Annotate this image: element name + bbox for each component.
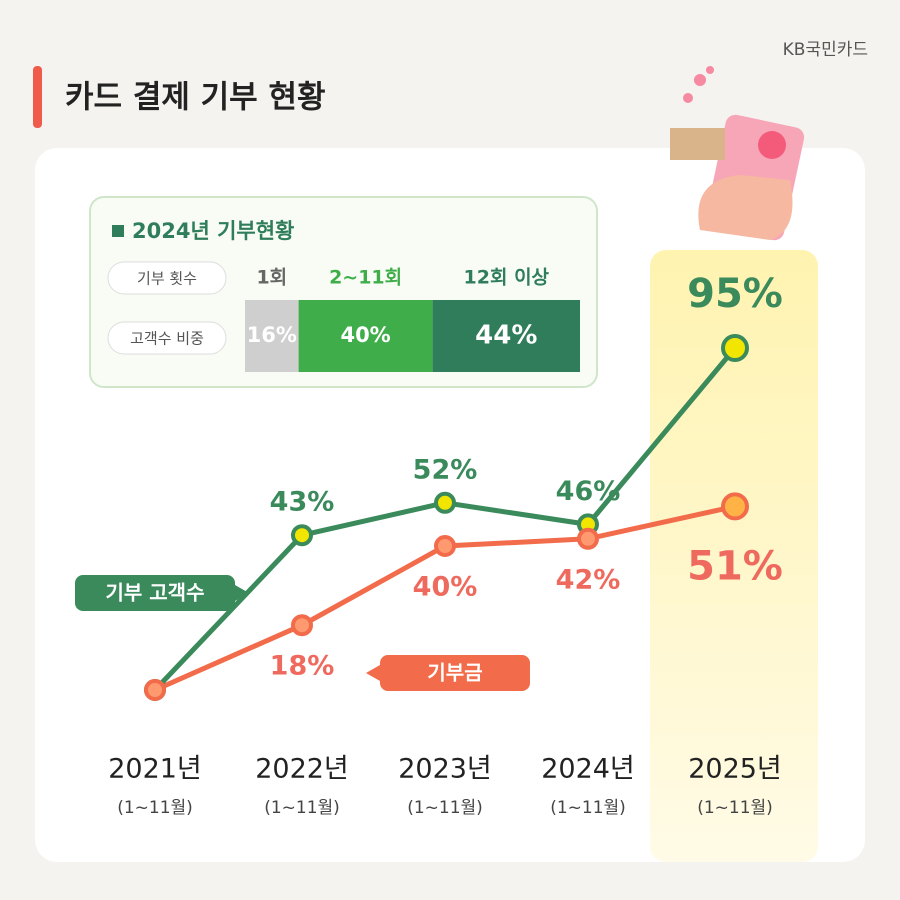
x-tick-label: 2022년 bbox=[255, 754, 349, 785]
title: 카드 결제 기부 현황 bbox=[65, 80, 326, 116]
value-label: 95% bbox=[687, 271, 783, 317]
data-point bbox=[291, 614, 313, 637]
value-label: 44% bbox=[475, 321, 537, 351]
legend-tag-tip bbox=[235, 585, 249, 601]
bar-segment bbox=[298, 300, 433, 372]
title-accent bbox=[33, 66, 42, 128]
value-label: 42% bbox=[556, 564, 621, 595]
legend-tag bbox=[75, 575, 235, 611]
x-tick-label: 2023년 bbox=[398, 754, 492, 785]
data-point bbox=[144, 679, 166, 701]
value-label: 51% bbox=[687, 543, 783, 589]
x-sublabel: (1~11월) bbox=[117, 798, 193, 818]
value-label: 40% bbox=[413, 572, 478, 603]
column-header: 12회 이상 bbox=[464, 267, 550, 289]
row-pill bbox=[107, 321, 227, 355]
column-header: 2~11회 bbox=[329, 267, 402, 289]
x-sublabel: (1~11월) bbox=[407, 798, 483, 818]
data-point bbox=[434, 535, 456, 557]
data-point bbox=[721, 492, 749, 521]
data-point bbox=[291, 524, 313, 547]
data-point bbox=[721, 334, 749, 362]
x-tick-label: 2021년 bbox=[108, 754, 202, 785]
x-sublabel: (1~11월) bbox=[550, 798, 626, 818]
legend-label: 기부금 bbox=[427, 661, 482, 685]
row-header: 기부 횟수 bbox=[137, 270, 197, 288]
row-pill bbox=[107, 261, 227, 295]
x-tick-label: 2025년 bbox=[688, 754, 782, 785]
value-label: 16% bbox=[247, 323, 297, 347]
value-label: 43% bbox=[270, 487, 335, 518]
inset-title: 2024년 기부현황 bbox=[132, 219, 294, 243]
value-label: 52% bbox=[413, 454, 478, 485]
data-point bbox=[577, 527, 599, 550]
column-header: 1회 bbox=[256, 267, 287, 289]
value-label: 46% bbox=[556, 476, 621, 507]
bar-segment bbox=[245, 300, 299, 372]
legend-label: 기부 고객수 bbox=[106, 581, 205, 605]
x-sublabel: (1~11월) bbox=[697, 798, 773, 818]
legend-tag bbox=[380, 655, 530, 691]
value-label: 18% bbox=[270, 651, 335, 682]
inset-bullet bbox=[112, 225, 124, 237]
data-point bbox=[434, 491, 456, 514]
row-header: 고객수 비중 bbox=[130, 330, 204, 348]
bar-segment bbox=[432, 300, 580, 372]
brand: KB국민카드 bbox=[783, 40, 868, 60]
x-tick-label: 2024년 bbox=[541, 754, 635, 785]
legend-tag-tip bbox=[366, 665, 380, 681]
illustration bbox=[670, 66, 805, 241]
value-label: 40% bbox=[340, 323, 390, 347]
x-sublabel: (1~11월) bbox=[264, 798, 340, 818]
